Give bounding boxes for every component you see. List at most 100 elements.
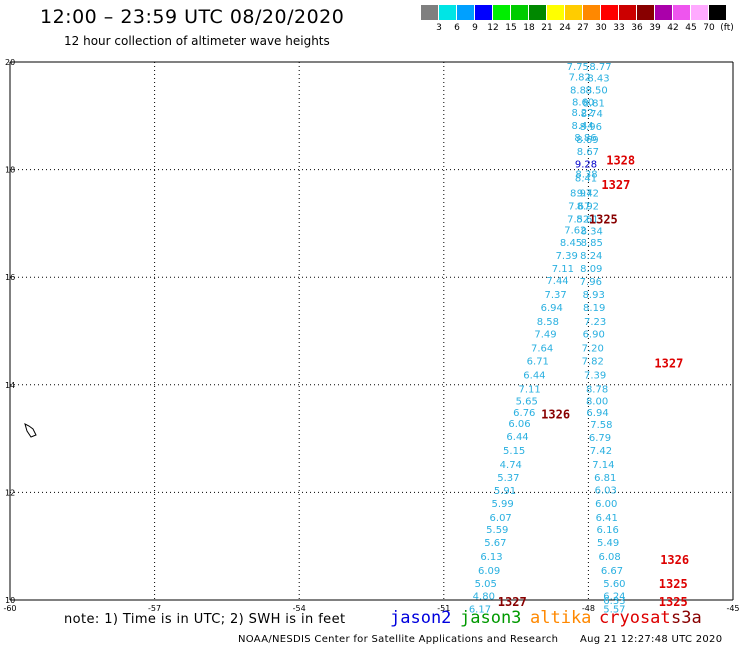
scale-swatch <box>493 5 510 20</box>
wave-height-value: 6.17 <box>469 605 491 616</box>
scale-label: 9 <box>472 23 478 33</box>
scale-swatch <box>439 5 456 20</box>
orbit-number: 1326 <box>541 407 570 421</box>
wave-height-value: 6.13 <box>480 552 502 563</box>
orbit-number-labels: 1328 1327 1325 1327 1326 1326 1325 1325 1327 <box>498 153 689 609</box>
wave-height-value: 6.41 <box>596 513 618 524</box>
wave-height-value: 7.37 <box>544 290 566 301</box>
wave-height-value: 7.23 <box>584 317 606 328</box>
orbit-number: 1325 <box>659 595 688 609</box>
wave-height-value: 4.80 <box>473 592 495 603</box>
scale-swatch <box>655 5 672 20</box>
wave-height-value: 6.00 <box>595 499 617 510</box>
wave-height-value: 8.85 <box>581 238 603 249</box>
scale-label: 21 <box>541 23 553 33</box>
orbit-number: 1327 <box>498 595 527 609</box>
scale-unit: (ft) <box>720 23 734 33</box>
scale-swatch <box>457 5 474 20</box>
wave-height-value: 6.09 <box>478 566 500 577</box>
wave-height-value: 5.99 <box>491 499 513 510</box>
scale-label: 6 <box>454 23 460 33</box>
wave-height-value: 8.19 <box>583 303 605 314</box>
wave-height-value: 7.58 <box>590 420 612 431</box>
scale-swatch <box>619 5 636 20</box>
wave-height-value: 8.93 <box>583 290 605 301</box>
lon-tick-label: -57 <box>148 604 161 613</box>
lon-tick-label: -51 <box>437 604 450 613</box>
wave-height-value: 7.82 <box>569 73 591 84</box>
wave-height-value: 7.20 <box>582 344 604 355</box>
scale-label: 12 <box>487 23 499 33</box>
wave-height-value: 6.16 <box>597 525 619 536</box>
wave-height-value: 6.06 <box>508 419 530 430</box>
wave-height-value: 9.28 <box>575 160 597 171</box>
orbit-number: 1325 <box>589 213 618 227</box>
wave-height-value: 8.22 <box>571 108 593 119</box>
lon-tick-label: -45 <box>726 604 739 613</box>
wave-height-value: 6.79 <box>589 433 611 444</box>
scale-swatch <box>637 5 654 20</box>
footer-note: note: 1) Time is in UTC; 2) SWH is in fe… <box>64 612 346 627</box>
generation-timestamp: Aug 21 12:27:48 UTC 2020 <box>580 634 723 645</box>
credit-text: NOAA/NESDIS Center for Satellite Applica… <box>238 634 559 645</box>
wave-height-value: 8.34 <box>581 226 603 237</box>
lon-tick-label: -60 <box>3 604 16 613</box>
scale-label: 3 <box>436 23 442 33</box>
scale-label: 70 <box>703 23 715 33</box>
scale-swatch <box>673 5 690 20</box>
wave-height-value: 6.94 <box>541 303 563 314</box>
scale-label: 39 <box>649 23 661 33</box>
scale-label: 36 <box>631 23 643 33</box>
wave-height-value: 7.11 <box>518 385 540 396</box>
wave-height-value: 7.62 <box>564 225 586 236</box>
page-title: 12:00 – 23:59 UTC 08/20/2020 <box>40 6 345 28</box>
wave-height-value: 6.44 <box>506 432 528 443</box>
wave-height-value: 7.64 <box>531 344 553 355</box>
wave-height-value: 6.33 <box>603 596 625 607</box>
lon-tick-label: -48 <box>582 604 595 613</box>
satellite-legend-jason2: jason2 <box>390 608 452 628</box>
wave-height-value: 7.42 <box>590 446 612 457</box>
wave-height-value: 5.67 <box>484 538 506 549</box>
wave-height-value: 7.14 <box>592 460 614 471</box>
wave-height-value: 8.74 <box>581 109 603 120</box>
wave-height-value: 8.78 <box>586 385 608 396</box>
wave-height-value: 8.41 <box>575 174 597 185</box>
satellite-tracks: 7.757.828.838.608.228.448.868.678.418.97… <box>469 62 626 616</box>
scale-label: 18 <box>523 23 535 33</box>
axis-tick-labels: -60 -57 -54 -51 -48 -45 10 12 14 16 18 20 <box>3 58 739 613</box>
wave-height-value: 8.50 <box>585 85 607 96</box>
wave-height-value: 6.07 <box>490 513 512 524</box>
orbit-number: 1327 <box>654 357 683 371</box>
scale-label: 30 <box>595 23 607 33</box>
map-grid <box>9 61 734 601</box>
wave-height-value: 7.39 <box>556 251 578 262</box>
wave-height-value: 8.69 <box>576 135 598 146</box>
wave-height-value: 8.38 <box>575 169 597 180</box>
wave-height-value: 6.03 <box>595 486 617 497</box>
wave-height-value: 8.44 <box>571 121 593 132</box>
scale-label: 42 <box>667 23 679 33</box>
wave-height-value: 8.67 <box>577 147 599 158</box>
wave-height-value: 6.08 <box>598 552 620 563</box>
scale-swatch <box>601 5 618 20</box>
wave-height-value: 7.75 <box>567 62 589 73</box>
wave-height-value: 8.61 <box>576 215 598 226</box>
island-outline <box>24 423 37 438</box>
satellite-legend-cryosat: cryosat <box>599 608 671 628</box>
satellite-legend-jason3: jason3 <box>460 608 522 628</box>
wave-height-value: 5.60 <box>603 579 625 590</box>
page-subtitle: 12 hour collection of altimeter wave hei… <box>64 34 330 48</box>
wave-height-value: 6.81 <box>594 473 616 484</box>
scale-label: 33 <box>613 23 625 33</box>
lat-tick-label: 12 <box>5 488 15 497</box>
wave-height-value: 8.97 <box>570 189 592 200</box>
wave-height-value: 5.65 <box>516 396 538 407</box>
scale-label: 27 <box>577 23 589 33</box>
wave-height-value: 6.76 <box>513 408 535 419</box>
wave-height-value: 8.96 <box>580 122 602 133</box>
wave-height-value: 5.57 <box>603 605 625 616</box>
wave-height-value: 4.74 <box>500 460 522 471</box>
wave-height-value: 5.49 <box>597 538 619 549</box>
